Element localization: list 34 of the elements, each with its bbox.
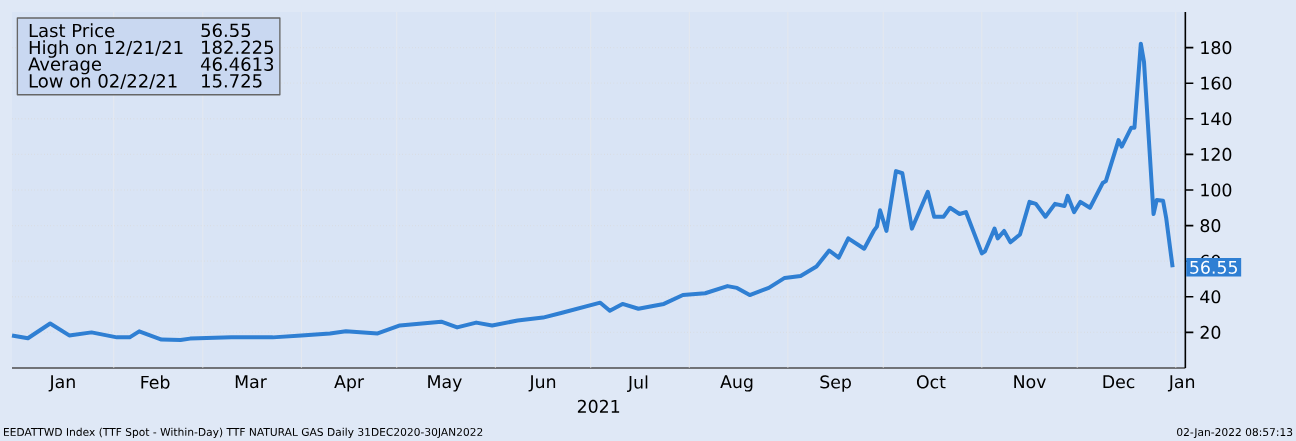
- line-series: [10, 41, 1175, 342]
- annotation: 15.725: [202, 74, 262, 88]
- y-tick-label: 20: [1200, 325, 1221, 339]
- annotation: High on 12/21/21: [29, 40, 183, 58]
- y-tick-label: 180: [1201, 41, 1232, 55]
- x-tick-label: Mar: [235, 375, 267, 389]
- x-tick-label: Oct: [916, 375, 946, 389]
- annotation: Average: [28, 57, 102, 75]
- x-tick-label: Apr: [334, 375, 365, 392]
- x-tick-label: Dec: [1103, 375, 1135, 389]
- x-tick-label: Aug: [720, 375, 753, 392]
- y-tick-label: 80: [1200, 219, 1221, 233]
- x-tick-label: Jan: [1167, 375, 1195, 392]
- y-tick-label: 140: [1201, 112, 1232, 126]
- annotation: 56.55: [1190, 260, 1237, 274]
- y-tick-label: 100: [1201, 183, 1232, 197]
- x-tick-label: Jul: [627, 375, 648, 392]
- x-tick-label: Jan: [48, 375, 75, 392]
- text: Last Price: [29, 23, 115, 38]
- x-tick-label: Sep: [820, 375, 851, 392]
- x-tick-label: Jun: [528, 375, 556, 392]
- annotation: 56.55: [201, 23, 251, 38]
- annotation: 182.225: [202, 40, 273, 55]
- x-tick-label: Nov: [1014, 375, 1046, 389]
- y-tick-label: 40: [1200, 290, 1221, 304]
- x-tick-label: May: [428, 375, 462, 392]
- x-tick-label: Feb: [141, 375, 170, 389]
- annotation: 46.4613: [200, 57, 274, 71]
- y-tick-label: 120: [1201, 147, 1232, 161]
- x-axis-title: 2021: [577, 399, 620, 413]
- text: 02-Jan-2022 08:57:13: [1177, 427, 1293, 439]
- text: EEDATTWD Index (TTF Spot - Within-Day) TTF NATURAL GAS Daily 31DEC2020-30JAN2022: [3, 427, 483, 439]
- y-tick-label: 160: [1201, 76, 1232, 90]
- annotation: Low on 02/22/21: [29, 74, 177, 90]
